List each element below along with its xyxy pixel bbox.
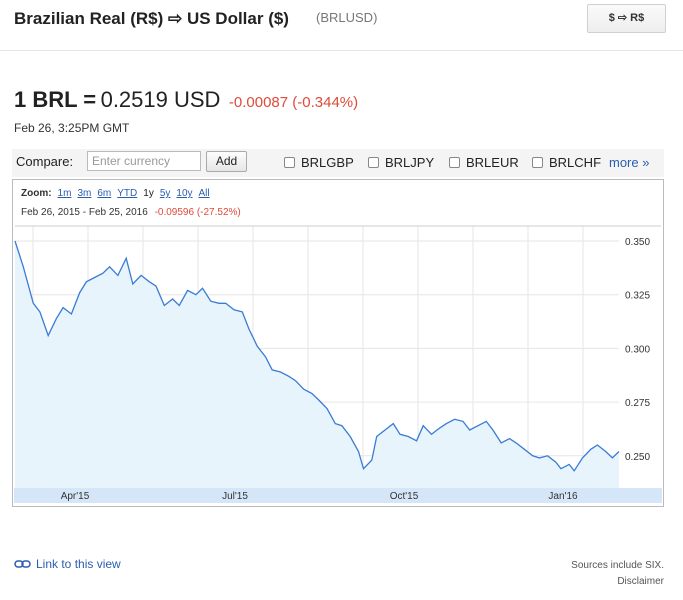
compare-option-brljpy[interactable]: BRLJPY	[368, 155, 434, 170]
zoom-option-1m[interactable]: 1m	[57, 188, 72, 199]
x-tick-label: Jan'16	[548, 491, 578, 502]
zoom-row: Zoom: 1m 3m 6m YTD 1y 5y 10y All	[21, 188, 216, 199]
range-change: -0.09596 (-27.52%)	[154, 207, 241, 218]
zoom-option-6m[interactable]: 6m	[97, 188, 112, 199]
y-tick-label: 0.250	[625, 452, 650, 463]
compare-bar: Compare: Add BRLGBP BRLJPY BRLEUR BRLCHF…	[12, 149, 664, 177]
zoom-option-5y[interactable]: 5y	[159, 188, 171, 199]
link-label: Link to this view	[36, 557, 121, 571]
disclaimer-link[interactable]: Disclaimer	[617, 576, 664, 587]
x-tick-label: Apr'15	[61, 491, 90, 502]
zoom-option-10y[interactable]: 10y	[176, 188, 193, 199]
range-start: Feb 26, 2015	[21, 207, 80, 218]
series-line	[14, 240, 620, 472]
zoom-option-all[interactable]: All	[198, 188, 210, 199]
x-axis: Apr'15 Jul'15 Oct'15 Jan'16	[14, 488, 662, 503]
compare-option-brlgbp[interactable]: BRLGBP	[284, 155, 354, 170]
link-to-view[interactable]: Link to this view	[14, 557, 121, 571]
swap-currency-button[interactable]: $ ⇨ R$	[587, 4, 666, 33]
y-axis: 0.350 0.325 0.300 0.275 0.250	[625, 237, 650, 463]
price-lead: 1 BRL =	[14, 87, 97, 112]
compare-option-label: BRLCHF	[549, 155, 602, 170]
compare-option-brlchf[interactable]: BRLCHF	[532, 155, 601, 170]
chart-area	[14, 240, 620, 488]
more-currencies-link[interactable]: more »	[609, 155, 650, 170]
compare-option-label: BRLEUR	[466, 155, 519, 170]
price-change: -0.00087 (-0.344%)	[228, 94, 359, 111]
x-axis-band	[14, 488, 662, 503]
compare-input[interactable]	[87, 151, 201, 171]
checkbox[interactable]	[284, 157, 295, 168]
compare-option-label: BRLGBP	[301, 155, 354, 170]
zoom-option-3m[interactable]: 3m	[77, 188, 92, 199]
link-icon	[14, 560, 31, 568]
add-button[interactable]: Add	[206, 151, 247, 172]
series-area	[15, 241, 619, 488]
ticker-symbol: (BRLUSD)	[316, 10, 378, 25]
price-chart[interactable]: Apr'15 Jul'15 Oct'15 Jan'16 0.350 0.325 0.300…	[13, 180, 663, 506]
chart-frame: Zoom: 1m 3m 6m YTD 1y 5y 10y All Feb 26, 2015 - …	[12, 179, 664, 507]
x-tick-label: Oct'15	[390, 491, 419, 502]
compare-label: Compare:	[16, 154, 74, 169]
page-title: Brazilian Real (R$) ⇨ US Dollar ($)	[14, 9, 289, 28]
y-tick-label: 0.325	[625, 291, 650, 302]
compare-option-label: BRLJPY	[385, 155, 435, 170]
header: Brazilian Real (R$) ⇨ US Dollar ($) (BRL…	[0, 0, 683, 51]
checkbox[interactable]	[368, 157, 379, 168]
zoom-options: 1m 3m 6m YTD 1y 5y 10y All	[58, 188, 216, 199]
checkbox[interactable]	[532, 157, 543, 168]
range-end: Feb 25, 2016	[88, 207, 148, 218]
x-tick-label: Jul'15	[222, 491, 248, 502]
sources-note: Sources include SIX.	[571, 560, 664, 571]
price-timestamp: Feb 26, 3:25PM GMT	[14, 121, 130, 135]
range-separator: -	[82, 207, 87, 218]
zoom-option-1y[interactable]: 1y	[143, 188, 154, 199]
compare-option-brleur[interactable]: BRLEUR	[449, 155, 519, 170]
price-row: 1 BRL = 0.2519 USD -0.00087 (-0.344%)	[14, 87, 358, 113]
zoom-label: Zoom:	[21, 188, 52, 199]
y-tick-label: 0.350	[625, 237, 650, 248]
zoom-option-ytd[interactable]: YTD	[117, 188, 138, 199]
range-row: Feb 26, 2015 - Feb 25, 2016 -0.09596 (-2…	[21, 207, 241, 218]
checkbox[interactable]	[449, 157, 460, 168]
y-tick-label: 0.275	[625, 398, 650, 409]
y-tick-label: 0.300	[625, 344, 650, 355]
price-value: 0.2519 USD	[100, 87, 221, 112]
